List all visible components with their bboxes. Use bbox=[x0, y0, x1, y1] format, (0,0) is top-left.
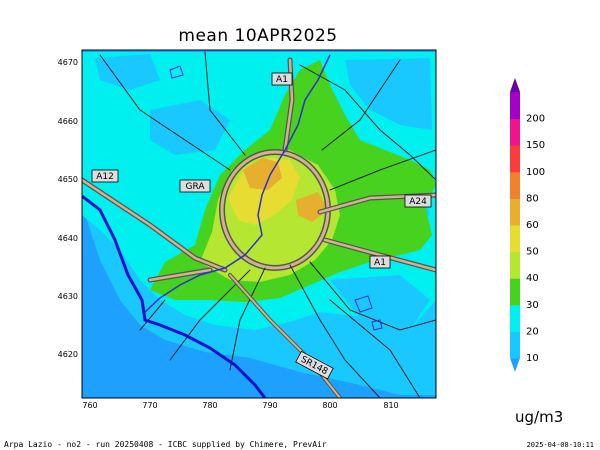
y-tick-label: 4630 bbox=[58, 292, 78, 301]
legend-swatch bbox=[510, 198, 520, 226]
legend-swatch bbox=[510, 118, 520, 146]
legend-level-label: 200 bbox=[526, 114, 545, 125]
y-tick-label: 4660 bbox=[58, 117, 78, 126]
legend-level-label: 60 bbox=[526, 220, 539, 231]
legend-swatch bbox=[510, 278, 520, 306]
concentration-map: 760 770 780 790 800 810 4670 4660 4650 4… bbox=[58, 49, 545, 410]
x-tick-label: 760 bbox=[82, 401, 97, 410]
color-legend: 10 20 30 40 50 60 80 100 150 200 bbox=[510, 78, 545, 372]
legend-level-label: 40 bbox=[526, 273, 539, 284]
footer-credits: Arpa Lazio - no2 - run 20250408 - ICBC s… bbox=[4, 440, 327, 449]
legend-swatch bbox=[510, 225, 520, 253]
legend-level-label: 10 bbox=[526, 353, 539, 364]
legend-unit: ug/m3 bbox=[515, 408, 564, 426]
road-network bbox=[82, 51, 436, 398]
map-frame bbox=[81, 49, 437, 399]
legend-level-label: 30 bbox=[526, 300, 539, 311]
legend-swatch bbox=[510, 304, 520, 332]
road-label-a12: A12 bbox=[96, 172, 114, 182]
legend-swatch-high bbox=[510, 78, 520, 92]
legend-level-label: 80 bbox=[526, 193, 539, 204]
legend-swatch bbox=[510, 145, 520, 173]
road-label-gra: GRA bbox=[185, 182, 205, 192]
road-label-a24: A24 bbox=[409, 197, 427, 207]
y-tick-label: 4640 bbox=[58, 234, 78, 243]
road-label-a1-south: A1 bbox=[374, 258, 386, 268]
legend-swatch bbox=[510, 331, 520, 359]
field-level-80 bbox=[243, 158, 282, 190]
x-tick-label: 770 bbox=[142, 401, 157, 410]
x-tick-label: 790 bbox=[262, 401, 277, 410]
legend-swatch bbox=[510, 171, 520, 199]
map-title: mean 10APR2025 bbox=[178, 26, 338, 46]
x-axis: 760 770 780 790 800 810 bbox=[82, 401, 398, 410]
legend-swatch bbox=[510, 251, 520, 279]
legend-swatch bbox=[510, 92, 520, 120]
map-field bbox=[82, 50, 436, 398]
y-tick-label: 4670 bbox=[58, 58, 78, 67]
legend-level-label: 150 bbox=[526, 140, 545, 151]
tiber-river bbox=[144, 54, 331, 313]
y-tick-label: 4620 bbox=[58, 350, 78, 359]
y-axis: 4670 4660 4650 4640 4630 4620 bbox=[58, 58, 78, 359]
legend-swatch-low bbox=[510, 358, 520, 372]
footer-timestamp: 2025-04-08-10:11 bbox=[526, 441, 594, 449]
road-label-a1-north: A1 bbox=[276, 75, 288, 85]
legend-level-label: 20 bbox=[526, 326, 539, 337]
hydrography bbox=[82, 54, 383, 398]
x-tick-label: 800 bbox=[322, 401, 337, 410]
legend-level-label: 100 bbox=[526, 167, 545, 178]
coastline bbox=[82, 194, 267, 398]
x-tick-label: 810 bbox=[383, 401, 398, 410]
x-tick-label: 780 bbox=[202, 401, 217, 410]
legend-level-label: 50 bbox=[526, 247, 539, 258]
y-tick-label: 4650 bbox=[58, 175, 78, 184]
